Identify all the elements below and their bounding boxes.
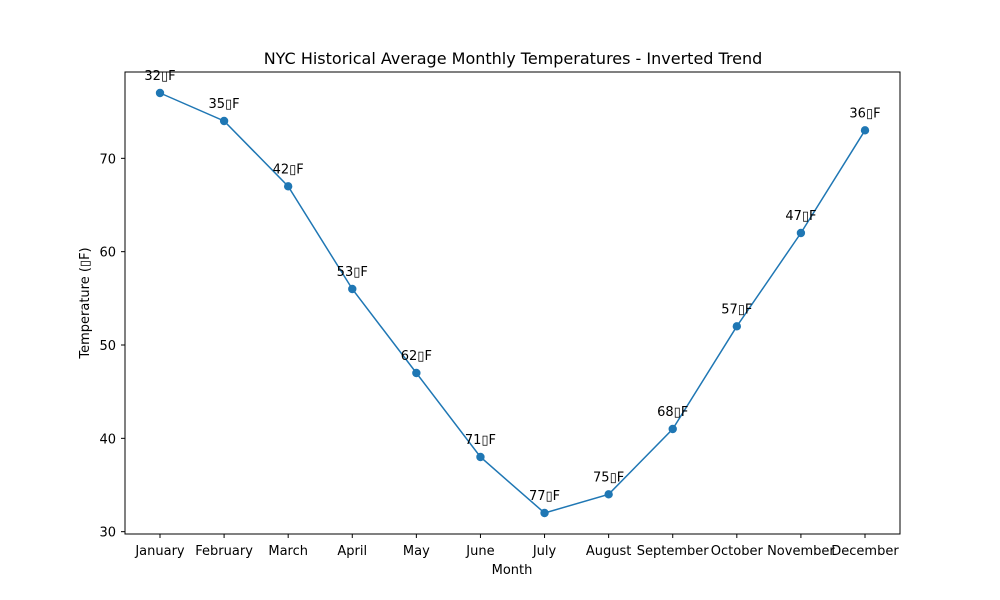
data-label-january: 32▯F [144,69,175,84]
x-tick-label-november: November [767,544,835,559]
data-point-march [283,182,293,191]
data-label-september: 68▯F [657,405,688,420]
temperature-series-line [159,92,866,514]
x-tick-label-january: January [134,544,185,559]
data-point-december [860,126,870,135]
x-tick-label-august: August [586,544,632,559]
x-tick-label-june: June [465,544,494,559]
y-tick-label: 30 [99,526,116,541]
data-label-november: 47▯F [785,209,816,224]
y-tick-label: 40 [99,432,116,447]
x-tick-label-september: September [637,544,710,559]
x-axis-label: Month [492,563,533,578]
y-tick-label: 70 [99,152,116,167]
data-point-august [604,490,613,499]
data-label-may: 62▯F [401,349,432,364]
data-label-april: 53▯F [337,265,368,280]
data-point-april [348,284,357,294]
data-label-march: 42▯F [273,162,304,177]
data-point-september [668,424,677,434]
data-point-july [540,508,549,518]
temperature-series [155,88,870,518]
data-label-february: 35▯F [208,97,239,112]
data-label-december: 36▯F [849,106,880,121]
chart-title: NYC Historical Average Monthly Temperatu… [264,49,763,68]
y-axis-ticks: 30 40 50 60 70 [99,152,125,541]
data-labels: 32▯F 35▯F 42▯F 53▯F 62▯F 71▯F 77▯F 75▯F 68▯F 57▯F… [144,69,880,504]
x-tick-label-february: February [195,544,253,559]
y-tick-label: 50 [99,339,116,354]
y-tick-label: 60 [99,246,116,261]
data-label-august: 75▯F [593,470,624,485]
data-point-june [476,452,485,462]
data-label-june: 71▯F [465,433,496,448]
data-label-october: 57▯F [721,302,752,317]
x-tick-label-october: October [711,544,764,559]
x-tick-label-july: July [532,544,557,559]
y-axis-label: Temperature (▯F) [78,247,93,359]
data-point-january [155,88,165,98]
x-tick-label-march: March [268,544,308,559]
x-axis-ticks: January February March April May June July Augu… [134,534,899,559]
data-point-february [219,116,229,126]
plot-area-frame [124,71,901,535]
x-tick-label-april: April [337,544,367,559]
data-point-may [412,368,421,378]
data-point-november [796,228,806,238]
data-label-july: 77▯F [529,489,560,504]
data-point-october [732,322,742,331]
x-tick-label-december: December [831,544,899,559]
x-tick-label-may: May [403,544,430,559]
